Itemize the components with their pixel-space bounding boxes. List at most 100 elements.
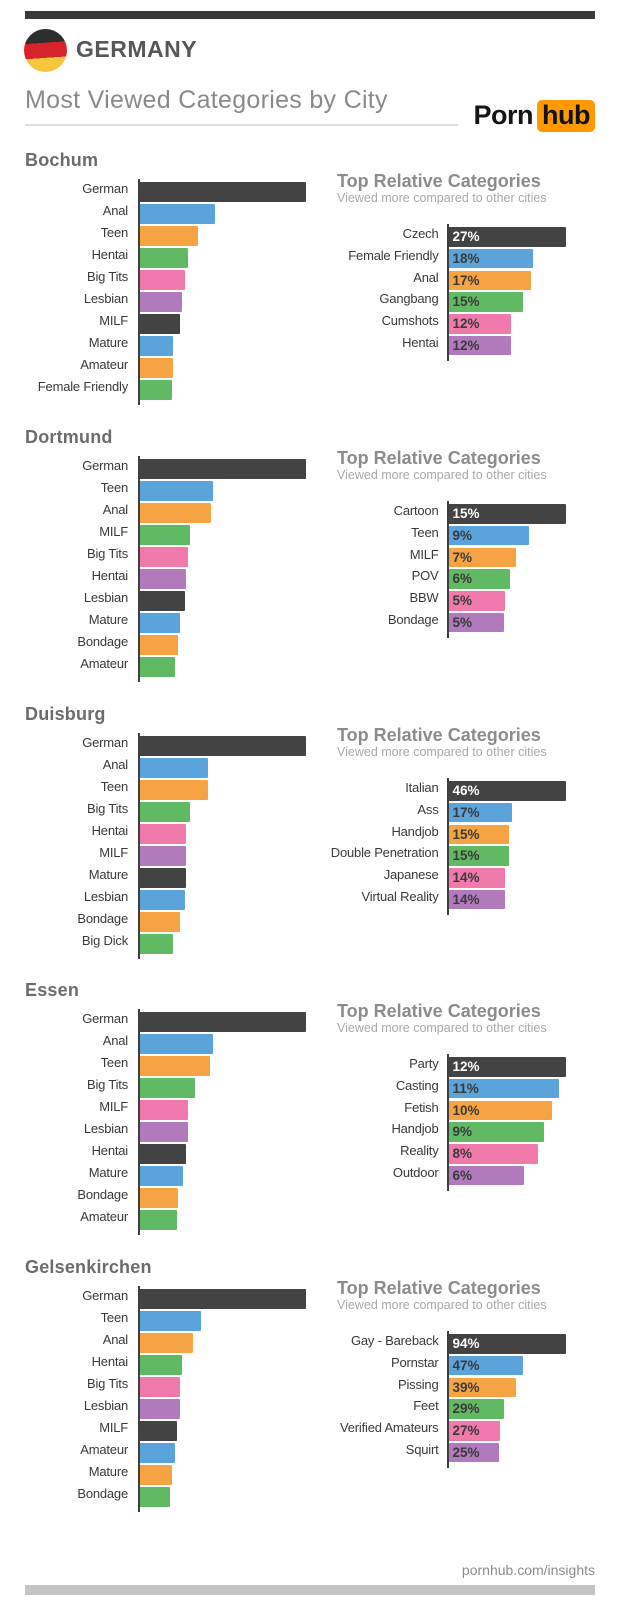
chart-row [140,1122,306,1142]
city-heading: Gelsenkirchen [25,1257,152,1277]
most-viewed-chart: German Anal Teen Big Tits Hentai MILF Mature Le… [25,733,306,959]
label-row: MILF [25,1418,138,1438]
category-bar [140,758,208,778]
label-row: Amateur [25,1207,138,1227]
category-bar [140,292,182,312]
label-row: Cartoon [215,501,447,521]
category-label: Female Friendly [348,247,439,263]
label-row: Teen [25,223,138,243]
chart-row [140,1289,306,1309]
category-bar: 39% [448,1377,516,1398]
logo-porn-text: Porn [473,100,534,130]
chart-row: 12% [448,314,566,334]
label-row: Handjob [215,822,447,842]
category-bar [140,1078,195,1098]
category-label: Handjob [391,1121,439,1137]
label-row: Feet [215,1396,447,1416]
label-row: Bondage [25,632,138,652]
label-row: Mature [25,1462,138,1482]
percent-label: 7% [452,549,473,565]
category-labels: German Anal Teen Big Tits MILF Lesbian Hentai M… [25,1009,138,1235]
label-row: Teen [25,1053,138,1073]
label-row: Big Dick [25,931,138,951]
relative-chart-subtitle: Viewed more compared to other cities [337,191,547,205]
percent-label: 27% [452,1423,480,1439]
percent-label: 9% [452,527,473,543]
category-label: Ass [417,801,439,817]
category-label: Amateur [80,1442,128,1457]
chart-row: 94% [448,1334,566,1354]
category-bar [140,824,186,844]
label-row: MILF [25,1097,138,1117]
label-row: Amateur [25,654,138,674]
label-row: Anal [25,201,138,221]
chart-row [140,657,306,677]
label-row: German [25,179,138,199]
category-bar: 15% [448,846,509,866]
label-row: German [25,733,138,753]
category-bar: 25% [448,1442,499,1463]
percent-label: 25% [452,1444,480,1460]
category-bar [140,547,188,567]
category-bar: 11% [448,1078,559,1099]
chart-row [140,780,306,800]
percent-label: 15% [452,848,480,864]
category-bar [140,481,213,501]
category-bar [140,459,306,479]
label-row: Czech [215,224,447,244]
category-labels: German Teen Anal MILF Big Tits Hentai Lesbian M… [25,456,138,682]
category-bar [140,1122,188,1142]
category-bar [140,635,178,655]
chart-row: 15% [448,846,566,866]
bottom-accent-bar [25,1585,595,1595]
city-heading: Duisburg [25,704,106,724]
percent-label: 15% [452,506,480,521]
chart-row: 12% [448,335,566,356]
category-bar [140,358,173,378]
city-section: Bochum German Anal Teen Hentai Big Tits Lesbia… [25,150,595,427]
label-row: Lesbian [25,1396,138,1416]
label-row: Anal [25,1031,138,1051]
category-bar: 5% [448,612,504,633]
category-labels: Cartoon Teen MILF POV BBW Bondage [215,501,447,638]
category-label: MILF [99,313,128,328]
chart-row [140,1144,306,1164]
label-row: Pissing [215,1375,447,1395]
category-bar: 14% [448,868,505,888]
chart-row [140,591,306,611]
label-row: BBW [215,588,447,608]
category-label: Lesbian [83,1121,128,1136]
label-row: MILF [25,522,138,542]
chart-row [140,758,306,778]
category-labels: Party Casting Fetish Handjob Reality Outdoor [215,1054,447,1191]
relative-chart-subtitle: Viewed more compared to other cities [337,468,547,482]
chart-row [140,1421,306,1441]
category-label: Outdoor [392,1164,439,1180]
category-bar [140,1100,188,1120]
category-bar [140,846,186,866]
chart-row: 17% [448,802,566,823]
percent-label: 17% [452,272,480,288]
percent-label: 11% [452,1080,479,1096]
category-bar [140,912,180,932]
category-bar: 8% [448,1144,538,1164]
category-bar: 17% [448,270,531,291]
category-label: Lesbian [83,1398,128,1413]
category-label: Mature [88,1464,128,1479]
label-row: Anal [25,1330,138,1350]
category-bar: 47% [448,1355,523,1376]
category-label: Gangbang [379,291,439,307]
logo-hub-badge: hub [537,100,595,132]
label-row: Gangbang [215,289,447,309]
chart-row: 15% [448,504,566,524]
percent-label: 15% [452,826,480,842]
category-label: Anal [413,269,439,285]
chart-row [140,270,306,290]
category-label: Anal [102,502,128,517]
category-label: Cumshots [381,313,439,329]
category-bar [140,248,188,268]
chart-row: 6% [448,1165,566,1186]
chart-row [140,736,306,756]
label-row: Big Tits [25,1075,138,1095]
category-label: Amateur [80,357,128,372]
